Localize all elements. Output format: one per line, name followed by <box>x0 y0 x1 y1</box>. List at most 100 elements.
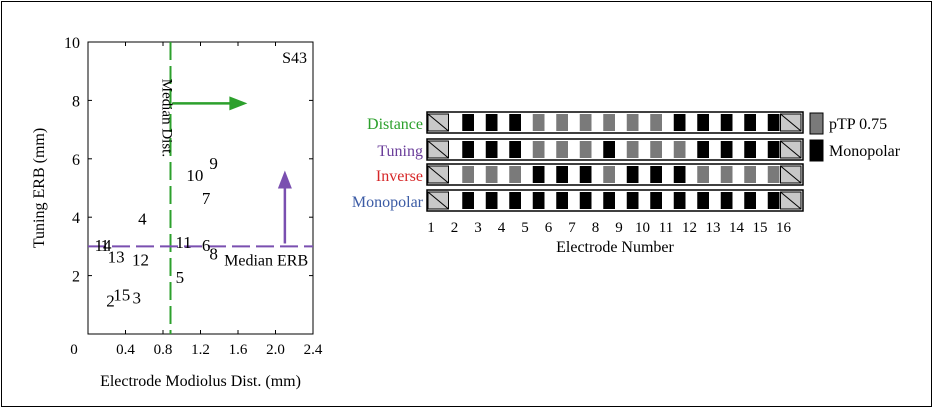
electrode-cell <box>462 114 474 131</box>
scatter-point-label: 9 <box>209 154 218 173</box>
electrode-number: 16 <box>776 220 792 236</box>
electrode-cell <box>509 166 521 183</box>
x-tick-label: 2.0 <box>266 342 285 358</box>
electrode-cell <box>532 192 545 209</box>
electrode-cell-slash <box>427 140 449 159</box>
median-erb-label: Median ERB <box>224 252 308 269</box>
scatter-point-label: 15 <box>113 286 130 305</box>
electrode-cell <box>673 114 686 131</box>
row-label: Inverse <box>376 168 423 185</box>
electrode-cell <box>579 166 592 183</box>
x-tick-label: 1.6 <box>229 342 248 358</box>
electrode-cell <box>603 114 615 131</box>
scatter-point-label: 4 <box>138 210 147 229</box>
electrode-cell <box>485 192 498 209</box>
electrode-cell <box>462 141 474 158</box>
electrode-number: 10 <box>635 220 650 236</box>
legend-swatch <box>809 139 824 162</box>
electrode-number: 11 <box>659 220 673 236</box>
electrode-cell <box>556 141 568 158</box>
electrode-cell <box>485 114 498 131</box>
x-tick-label: 1.2 <box>191 342 210 358</box>
electrode-cell <box>697 114 709 131</box>
scatter-point-label: 6 <box>202 236 211 255</box>
electrode-cell <box>485 141 498 158</box>
electrode-legend: pTP 0.75 Monopolar <box>809 112 901 162</box>
median-dist-label: Median Dist. <box>159 79 175 157</box>
electrode-cell <box>556 192 568 209</box>
x-tick-label: 0.4 <box>116 342 135 358</box>
electrode-cell <box>462 166 474 183</box>
electrode-cell <box>744 141 756 158</box>
electrode-cell <box>579 141 592 158</box>
electrode-number: 1 <box>427 220 435 236</box>
electrode-number: 7 <box>568 220 576 236</box>
subject-label: S43 <box>282 50 307 67</box>
electrode-number: 13 <box>706 220 721 236</box>
electrode-cell <box>626 114 639 131</box>
electrode-cell <box>603 141 615 158</box>
x-tick-label: 2.4 <box>304 342 323 358</box>
electrode-cell <box>673 166 686 183</box>
electrode-number: 15 <box>753 220 768 236</box>
electrode-cell-slash <box>427 191 449 210</box>
x-tick-label: 0 <box>70 342 78 358</box>
legend-label: pTP 0.75 <box>829 116 887 133</box>
electrode-cell <box>744 114 756 131</box>
scatter-point-label: 3 <box>133 289 142 308</box>
row-label: Tuning <box>377 143 423 160</box>
electrode-cell <box>650 141 662 158</box>
electrode-cell-slash <box>780 113 802 132</box>
right-arrow-head <box>229 96 248 111</box>
electrode-cell <box>650 114 662 131</box>
electrode-cell <box>509 192 521 209</box>
electrode-number: 6 <box>545 220 553 236</box>
legend-label: Monopolar <box>829 143 901 160</box>
electrode-cell-slash <box>780 140 802 159</box>
up-arrow-head <box>277 170 292 189</box>
electrode-cell <box>603 166 615 183</box>
electrode-cell <box>744 192 756 209</box>
row-outline <box>426 111 804 134</box>
y-tick-label: 2 <box>72 269 80 286</box>
electrode-cell <box>720 141 733 158</box>
x-tick-label: 0.8 <box>154 342 173 358</box>
electrode-cell <box>626 141 639 158</box>
median-lines <box>88 42 313 334</box>
electrode-cell <box>673 141 686 158</box>
electrode-cell <box>579 192 592 209</box>
electrode-numbers: 1 2 3 4 5 6 7 8 9 10 11 12 13 14 15 16 <box>427 220 791 236</box>
electrode-cell <box>509 114 521 131</box>
electrode-cell <box>767 141 780 158</box>
electrode-number: 3 <box>474 220 482 236</box>
electrode-cell <box>485 166 498 183</box>
electrode-cell <box>720 192 733 209</box>
scatter-point-label: 2 <box>106 291 115 310</box>
x-axis-label: Electrode Modiolus Dist. (mm) <box>100 373 301 390</box>
row-outline <box>426 138 804 161</box>
electrode-cell <box>744 166 756 183</box>
electrode-cell <box>650 166 662 183</box>
y-axis-label: Tuning ERB (mm) <box>31 128 48 248</box>
y-tick-label: 4 <box>72 210 80 227</box>
electrode-cell <box>532 141 545 158</box>
electrode-cell <box>697 141 709 158</box>
scatter-point-label: 7 <box>202 189 211 208</box>
electrode-cell <box>697 166 709 183</box>
y-tick-label: 6 <box>72 152 80 169</box>
electrode-cell <box>650 192 662 209</box>
electrode-number: 5 <box>521 220 529 236</box>
electrode-cell <box>532 114 545 131</box>
electrode-cell <box>767 192 780 209</box>
electrode-cell <box>532 166 545 183</box>
y-tick-label: 10 <box>64 35 80 52</box>
scatter-point-label: 12 <box>132 251 149 270</box>
electrode-cell <box>556 166 568 183</box>
row-outline <box>426 189 804 212</box>
electrode-number: 4 <box>498 220 506 236</box>
electrode-cell <box>767 166 780 183</box>
